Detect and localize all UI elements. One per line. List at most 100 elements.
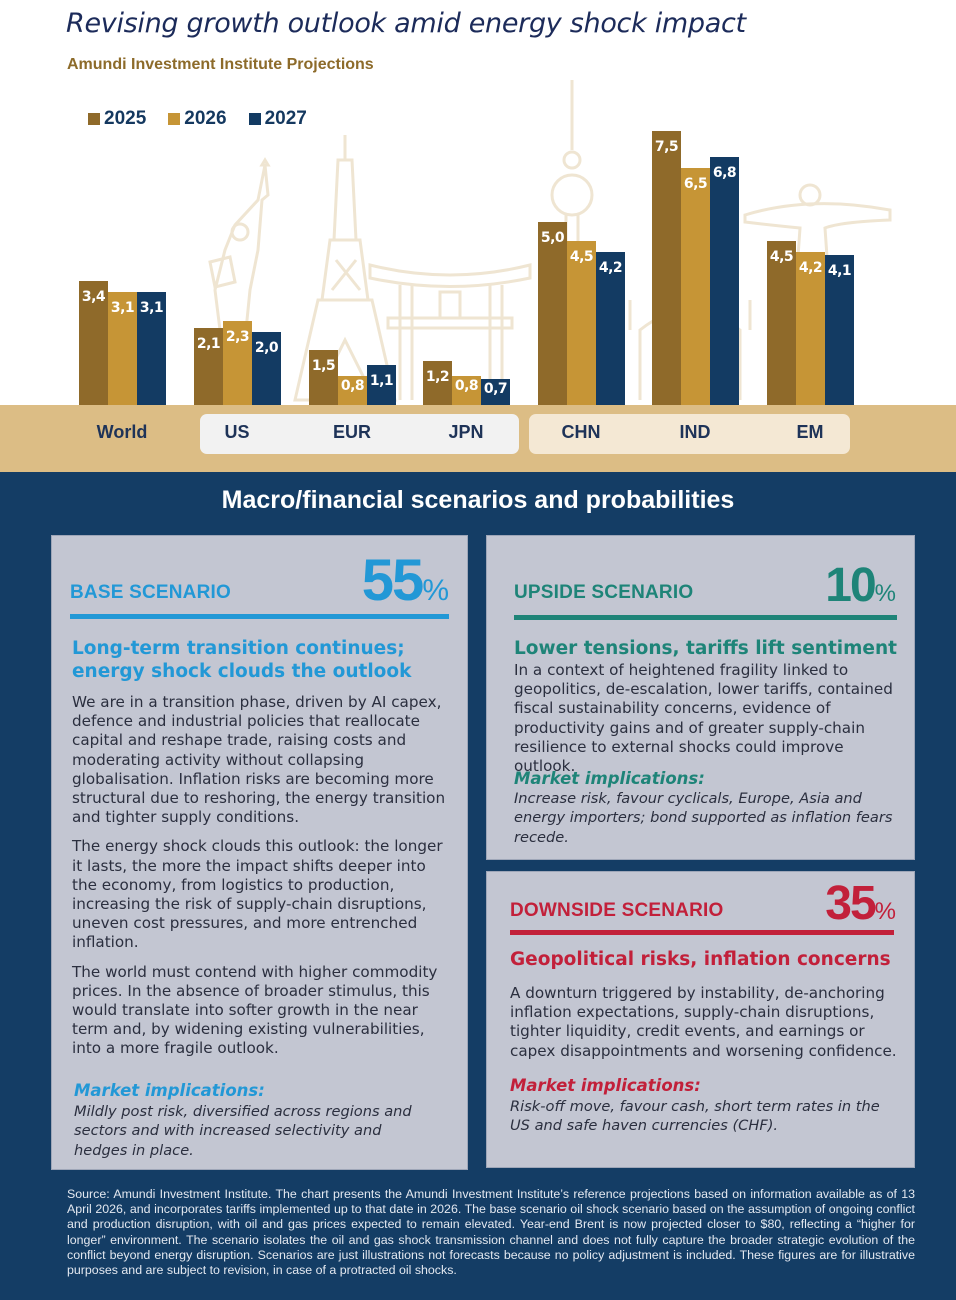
downside-scenario-kicker: DOWNSIDE SCENARIO [510,900,724,921]
legend-label: 2027 [264,108,307,129]
probability-value: 10 [825,559,876,612]
bar-ind-2027: 6,8 [710,157,739,405]
bar-value-label: 4,1 [827,263,852,279]
bar-em-2026: 4,2 [796,252,825,405]
page-subtitle: Amundi Investment Institute Projections [67,56,374,73]
bar-value-label: 6,8 [712,165,737,181]
legend-item-2027: 2027 [248,108,307,130]
upside-scenario-rule [514,615,897,620]
bar-value-label: 1,5 [311,358,336,374]
bar-value-label: 0,8 [454,378,479,394]
bar-value-label: 5,0 [540,230,565,246]
bar-chart-plot: 3,4 3,1 3,1 2,1 2,3 2,0 1,5 0,8 1,1 1,2 0,8 0,7 5,0 4… [0,0,956,405]
bar-chn-2027: 4,2 [596,252,625,405]
bar-value-label: 4,5 [769,249,794,265]
bar-value-label: 3,1 [110,300,135,316]
legend-item-2026: 2026 [168,108,227,130]
upside-scenario-card: UPSIDE SCENARIO 10% Lower tensions, tari… [486,535,915,860]
legend-swatch-2025 [88,113,100,125]
bar-value-label: 3,4 [81,289,106,305]
bar-value-label: 2,1 [196,336,221,352]
downside-market-implications-title: Market implications: [510,1076,701,1095]
bar-world-2026: 3,1 [108,292,137,405]
bar-value-label: 4,5 [569,249,594,265]
upside-scenario-header: UPSIDE SCENARIO 10% [505,562,896,610]
bar-chn-2026: 4,5 [567,241,596,405]
base-scenario-header: BASE SCENARIO 55% [70,552,449,610]
downside-scenario-rule [510,930,894,935]
bar-us-2027: 2,0 [252,332,281,405]
bar-eur-2026: 0,8 [338,376,367,405]
bar-eur-2025: 1,5 [309,350,338,405]
base-paragraph-3: The world must contend with higher commo… [72,962,438,1058]
base-scenario-heading: Long-term transition continues; energy s… [72,638,412,682]
bar-us-2026: 2,3 [223,321,252,405]
base-scenario-card: BASE SCENARIO 55% Long-term transition c… [51,535,468,1170]
probability-value: 55 [361,548,424,613]
downside-scenario-card: DOWNSIDE SCENARIO 35% Geopolitical risks… [486,871,915,1168]
section-title: Macro/financial scenarios and probabilit… [221,486,735,514]
bar-em-2025: 4,5 [767,241,796,405]
scenarios-section: Macro/financial scenarios and probabilit… [0,472,956,1300]
base-scenario-probability: 55% [362,552,449,610]
bar-jpn-2025: 1,2 [423,361,452,405]
category-label-world: World [96,422,148,442]
bar-world-2025: 3,4 [79,281,108,405]
developed-markets-group [200,414,519,454]
category-label-em: EM [796,422,824,442]
upside-market-implications-title: Market implications: [514,769,705,788]
category-label-eur: EUR [332,422,371,442]
bar-value-label: 2,3 [225,329,250,345]
bar-eur-2027: 1,1 [367,365,396,405]
source-footnote: Source: Amundi Investment Institute. The… [67,1187,915,1278]
page-title: Revising growth outlook amid energy shoc… [66,8,746,39]
upside-market-implications-body: Increase risk, favour cyclicals, Europe,… [514,790,893,846]
bar-value-label: 1,1 [369,373,394,389]
upside-scenario-probability: 10% [825,562,896,610]
category-label-chn: CHN [561,422,601,442]
probability-value: 35 [825,877,876,930]
legend-swatch-2027 [248,113,261,125]
bar-value-label: 4,2 [798,260,823,276]
upside-scenario-body: In a context of heightened fragility lin… [514,661,893,776]
bar-chn-2025: 5,0 [538,222,567,405]
bar-us-2025: 2,1 [194,328,223,405]
category-label-ind: IND [679,422,711,442]
base-market-implications-body: Mildly post risk, diversified across reg… [74,1103,412,1159]
base-scenario-rule [70,614,449,619]
category-label-jpn: JPN [448,422,484,442]
category-axis-band: World US EUR JPN CHN IND EM [0,405,956,472]
chart-legend: 2025 2026 2027 [88,108,307,130]
bar-jpn-2027: 0,7 [481,379,510,405]
base-market-implications-title: Market implications: [74,1081,265,1100]
category-label-us: US [224,422,250,442]
growth-chart-section: Revising growth outlook amid energy shoc… [0,0,956,472]
downside-scenario-heading: Geopolitical risks, inflation concerns [510,949,891,970]
bar-value-label: 0,7 [483,381,508,397]
bar-jpn-2026: 0,8 [452,376,481,405]
base-scenario-body: We are in a transition phase, driven by … [72,693,455,1069]
base-paragraph-2: The energy shock clouds this outlook: th… [72,837,443,952]
bar-value-label: 6,5 [683,176,708,192]
bar-ind-2026: 6,5 [681,168,710,405]
emerging-markets-group [529,414,850,454]
bar-value-label: 0,8 [340,378,365,394]
percent-sign: % [874,898,896,925]
legend-label: 2025 [104,108,147,129]
bar-em-2027: 4,1 [825,255,854,405]
downside-scenario-header: DOWNSIDE SCENARIO 35% [505,880,896,928]
percent-sign: % [422,574,449,607]
legend-item-2025: 2025 [88,108,146,130]
bar-value-label: 3,1 [139,300,164,316]
upside-scenario-heading: Lower tensions, tariffs lift sentiment [514,638,897,659]
downside-scenario-body: A downturn triggered by instability, de-… [510,984,897,1060]
bar-ind-2025: 7,5 [652,131,681,405]
downside-scenario-probability: 35% [825,880,896,928]
base-scenario-kicker: BASE SCENARIO [70,582,231,603]
upside-scenario-kicker: UPSIDE SCENARIO [514,582,694,603]
downside-market-implications-body: Risk-off move, favour cash, short term r… [510,1098,880,1135]
bar-value-label: 1,2 [425,369,450,385]
percent-sign: % [874,580,896,607]
legend-label: 2026 [184,108,227,129]
legend-swatch-2026 [168,113,181,125]
